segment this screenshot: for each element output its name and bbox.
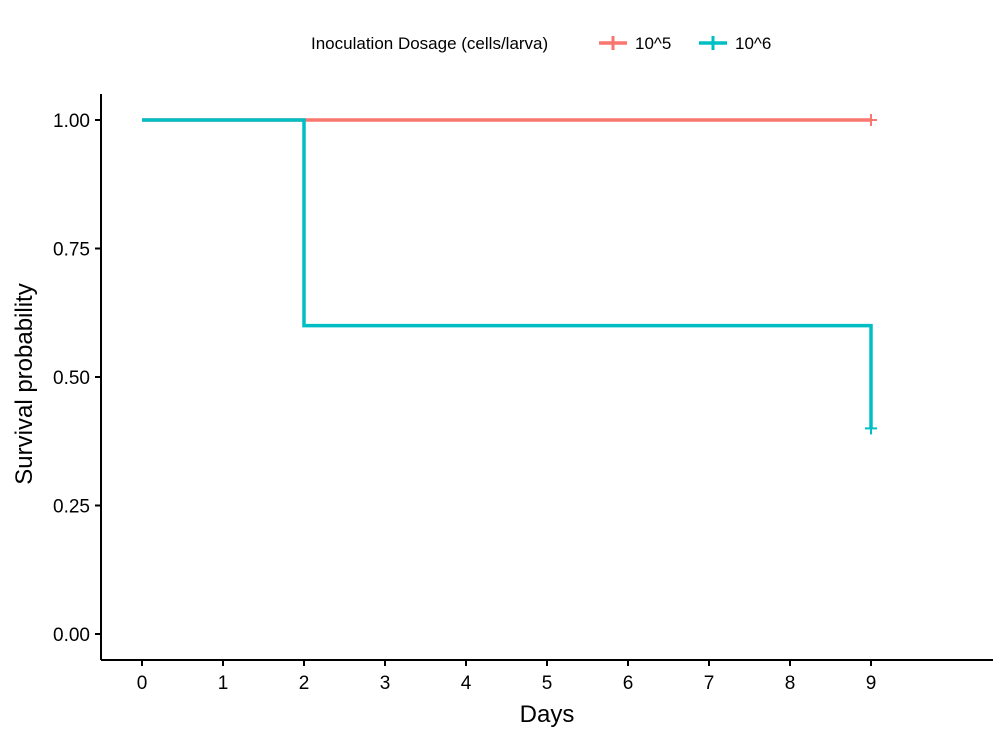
legend-label: 10^6 — [735, 34, 771, 53]
y-tick-label: 0.75 — [53, 240, 90, 261]
y-tick-label: 0.50 — [53, 368, 90, 389]
x-tick-label: 6 — [623, 673, 634, 694]
x-tick-label: 3 — [380, 673, 391, 694]
legend-title: Inoculation Dosage (cells/larva) — [311, 34, 548, 53]
x-tick-label: 4 — [461, 673, 472, 694]
x-tick-label: 8 — [785, 673, 796, 694]
x-tick-label: 1 — [218, 673, 229, 694]
x-axis-title: Days — [520, 701, 575, 728]
x-tick-label: 7 — [704, 673, 715, 694]
x-tick-label: 5 — [542, 673, 553, 694]
axes: 0.00 0.25 0.50 0.75 1.00 0 1 2 3 4 5 6 7 8 9 — [53, 94, 993, 694]
y-tick-label: 1.00 — [53, 111, 90, 132]
x-tick-label: 9 — [866, 673, 877, 694]
x-tick-label: 2 — [299, 673, 310, 694]
series-layer — [142, 114, 877, 435]
legend: Inoculation Dosage (cells/larva) 10^5 10^6 — [311, 34, 771, 53]
y-tick-label: 0.25 — [53, 497, 90, 518]
legend-label: 10^5 — [635, 34, 671, 53]
x-tick-label: 0 — [137, 673, 148, 694]
y-axis-title: Survival probability — [11, 283, 38, 484]
y-tick-label: 0.00 — [53, 625, 90, 646]
series-line-2 — [142, 118, 873, 429]
